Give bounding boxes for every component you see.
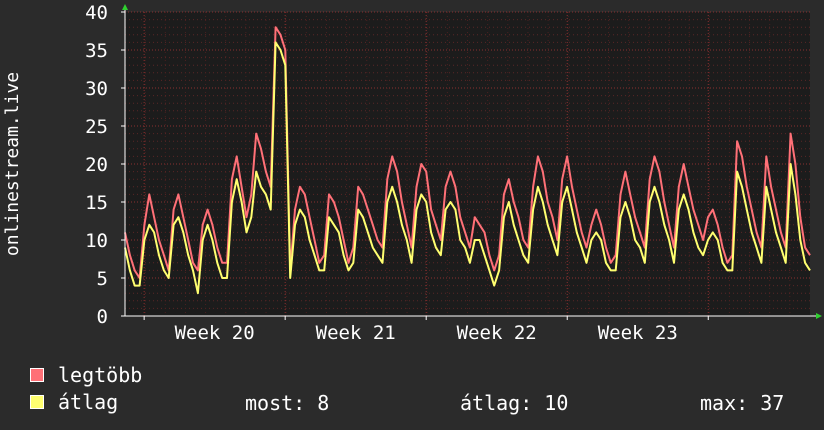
y-tick-label: 40 bbox=[85, 2, 108, 24]
y-axis-arrow bbox=[122, 4, 128, 10]
y-tick-label: 15 bbox=[85, 192, 108, 214]
legend-item-max: legtöbb bbox=[30, 363, 143, 387]
series-line-avg bbox=[124, 41, 811, 295]
y-tick-label: 0 bbox=[97, 306, 108, 328]
legend-label-avg: átlag bbox=[58, 390, 119, 414]
y-tick-label: 5 bbox=[97, 268, 108, 290]
x-tick-labels: Week 20 Week 21 Week 22 Week 23 bbox=[175, 322, 678, 344]
legend-label-max: legtöbb bbox=[58, 363, 143, 387]
series-layer bbox=[124, 26, 811, 295]
y-tick-labels: 0 5 10 15 20 25 30 35 40 bbox=[85, 2, 108, 328]
stat-avg: átlag: 10 bbox=[460, 391, 569, 415]
axes bbox=[121, 4, 822, 320]
y-tick-label: 20 bbox=[85, 154, 108, 176]
legend-swatch-avg bbox=[30, 395, 44, 409]
y-tick-label: 25 bbox=[85, 116, 108, 138]
y-tick-label: 30 bbox=[85, 78, 108, 100]
stat-max: max: 37 bbox=[700, 391, 785, 415]
series-line-max bbox=[124, 26, 811, 279]
legend-swatch-max bbox=[30, 368, 44, 382]
y-tick-label: 35 bbox=[85, 40, 108, 62]
x-tick-label: Week 22 bbox=[457, 322, 537, 344]
stat-now: most: 8 bbox=[245, 391, 330, 415]
x-tick-label: Week 21 bbox=[316, 322, 396, 344]
x-tick-label: Week 20 bbox=[175, 322, 255, 344]
y-tick-label: 10 bbox=[85, 230, 108, 252]
y-axis-label: onlinestream.live bbox=[2, 72, 23, 256]
legend-item-avg: átlag bbox=[30, 390, 119, 414]
x-tick-label: Week 23 bbox=[598, 322, 678, 344]
x-axis-arrow bbox=[816, 313, 822, 319]
